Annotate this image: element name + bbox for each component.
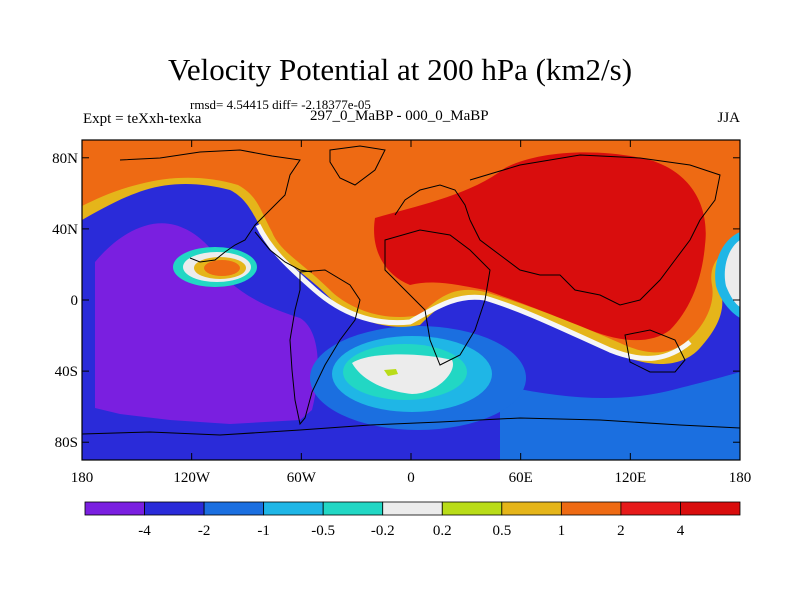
coast-asia: [469, 154, 721, 306]
colorbar-label: 4: [677, 523, 685, 539]
colorbar-box: [680, 501, 741, 516]
colorbar-label: -0.5: [311, 523, 335, 539]
season-label: JJA: [717, 110, 740, 126]
colorbar-box: [382, 501, 443, 516]
coast-africa: [384, 229, 491, 366]
coast-australia: [624, 329, 686, 373]
colorbar-box: [322, 501, 384, 516]
colorbar-box: [203, 501, 265, 516]
colorbar-box: [441, 501, 503, 516]
colorbar-box: [620, 501, 681, 516]
coast-south-america: [289, 269, 361, 426]
contour-purple: [95, 223, 318, 424]
colorbar-box: [144, 501, 205, 516]
x-tick-label: 60E: [509, 470, 533, 486]
colorbar-label: 2: [617, 523, 625, 539]
colorbar-label: -2: [198, 523, 211, 539]
x-tick-label: 120E: [614, 470, 646, 486]
contour-white-band: [255, 223, 692, 361]
contour-east-edge-white: [724, 240, 740, 307]
colorbar-label: 0.2: [433, 523, 452, 539]
experiment-label: Expt = teXxh-texka: [83, 111, 202, 127]
colorbar-label: -1: [257, 523, 270, 539]
contour-pacific-orange: [204, 260, 240, 276]
coast-north-america: [119, 149, 301, 263]
contour-ring-5: [384, 369, 398, 376]
colorbar-label: 1: [558, 523, 566, 539]
x-tick-label: 120W: [173, 470, 211, 486]
x-axis-ticks: 180 120W 60W 0 60E 120E 180: [71, 140, 752, 486]
coastlines: [81, 145, 741, 436]
chart-title: Velocity Potential at 200 hPa (km2/s): [167, 52, 633, 87]
colorbar-labels: -4 -2 -1 -0.5 -0.2 0.2 0.5 1 2 4: [138, 523, 684, 539]
coast-central-america: [254, 231, 313, 273]
coast-europe: [394, 184, 471, 221]
colorbar-boxes: [84, 501, 741, 516]
x-tick-label: 60W: [287, 470, 317, 486]
y-axis-ticks: 80N 40N 0 40S 80S: [52, 151, 740, 451]
colorbar-box: [501, 501, 562, 516]
contour-lightblue-east: [500, 372, 740, 460]
stats-text: rmsd= 4.54415 diff= -2.18377e-05: [190, 97, 371, 112]
colorbar-label: 0.5: [492, 523, 511, 539]
colorbar-box: [84, 501, 145, 516]
colorbar-box: [263, 501, 324, 516]
y-tick-label: 40S: [55, 364, 78, 380]
y-tick-label: 80N: [52, 151, 78, 167]
contour-field: [82, 140, 740, 460]
y-tick-label: 0: [71, 293, 79, 309]
coast-greenland: [329, 145, 386, 186]
colorbar-box: [560, 501, 622, 516]
contour-red: [374, 152, 706, 341]
x-tick-label: 180: [71, 470, 94, 486]
colorbar-label: -4: [138, 523, 151, 539]
period-label: 297_0_MaBP - 000_0_MaBP: [310, 108, 489, 124]
x-tick-label: 0: [407, 470, 415, 486]
contour-ring-4: [352, 354, 453, 394]
coast-antarctica: [81, 417, 741, 436]
colorbar-label: -0.2: [371, 523, 395, 539]
x-tick-label: 180: [729, 470, 752, 486]
y-tick-label: 80S: [55, 435, 78, 451]
y-tick-label: 40N: [52, 222, 78, 238]
